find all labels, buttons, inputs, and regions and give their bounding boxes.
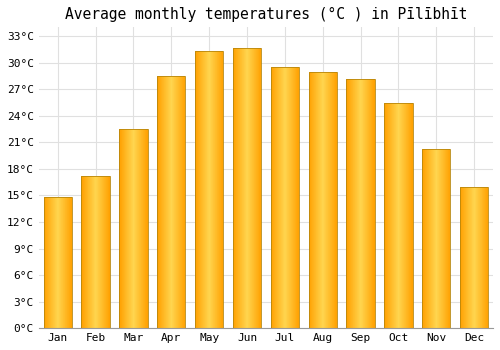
Bar (157, 76, 186, 328)
Bar (422, 148, 450, 328)
Title: Average monthly temperatures (°C ) in Pīlībhīt: Average monthly temperatures (°C ) in Pī… (64, 7, 467, 22)
Bar (308, 71, 337, 328)
Bar (119, 129, 148, 328)
Bar (233, 48, 261, 328)
Bar (44, 197, 72, 328)
Bar (384, 103, 412, 328)
Bar (195, 51, 224, 328)
Bar (82, 176, 110, 328)
Bar (346, 79, 375, 328)
Bar (460, 187, 488, 328)
Bar (270, 67, 299, 328)
